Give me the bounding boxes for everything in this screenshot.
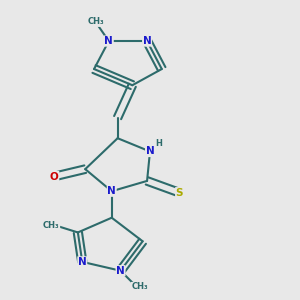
Text: N: N [146,146,154,157]
Text: H: H [155,139,162,148]
Text: S: S [176,188,183,198]
Text: CH₃: CH₃ [87,17,104,26]
Text: N: N [104,36,113,46]
Text: N: N [107,186,116,196]
Text: CH₃: CH₃ [131,282,148,291]
Text: N: N [78,257,87,267]
Text: CH₃: CH₃ [43,220,60,230]
Text: N: N [143,36,152,46]
Text: O: O [50,172,59,182]
Text: N: N [116,266,125,276]
